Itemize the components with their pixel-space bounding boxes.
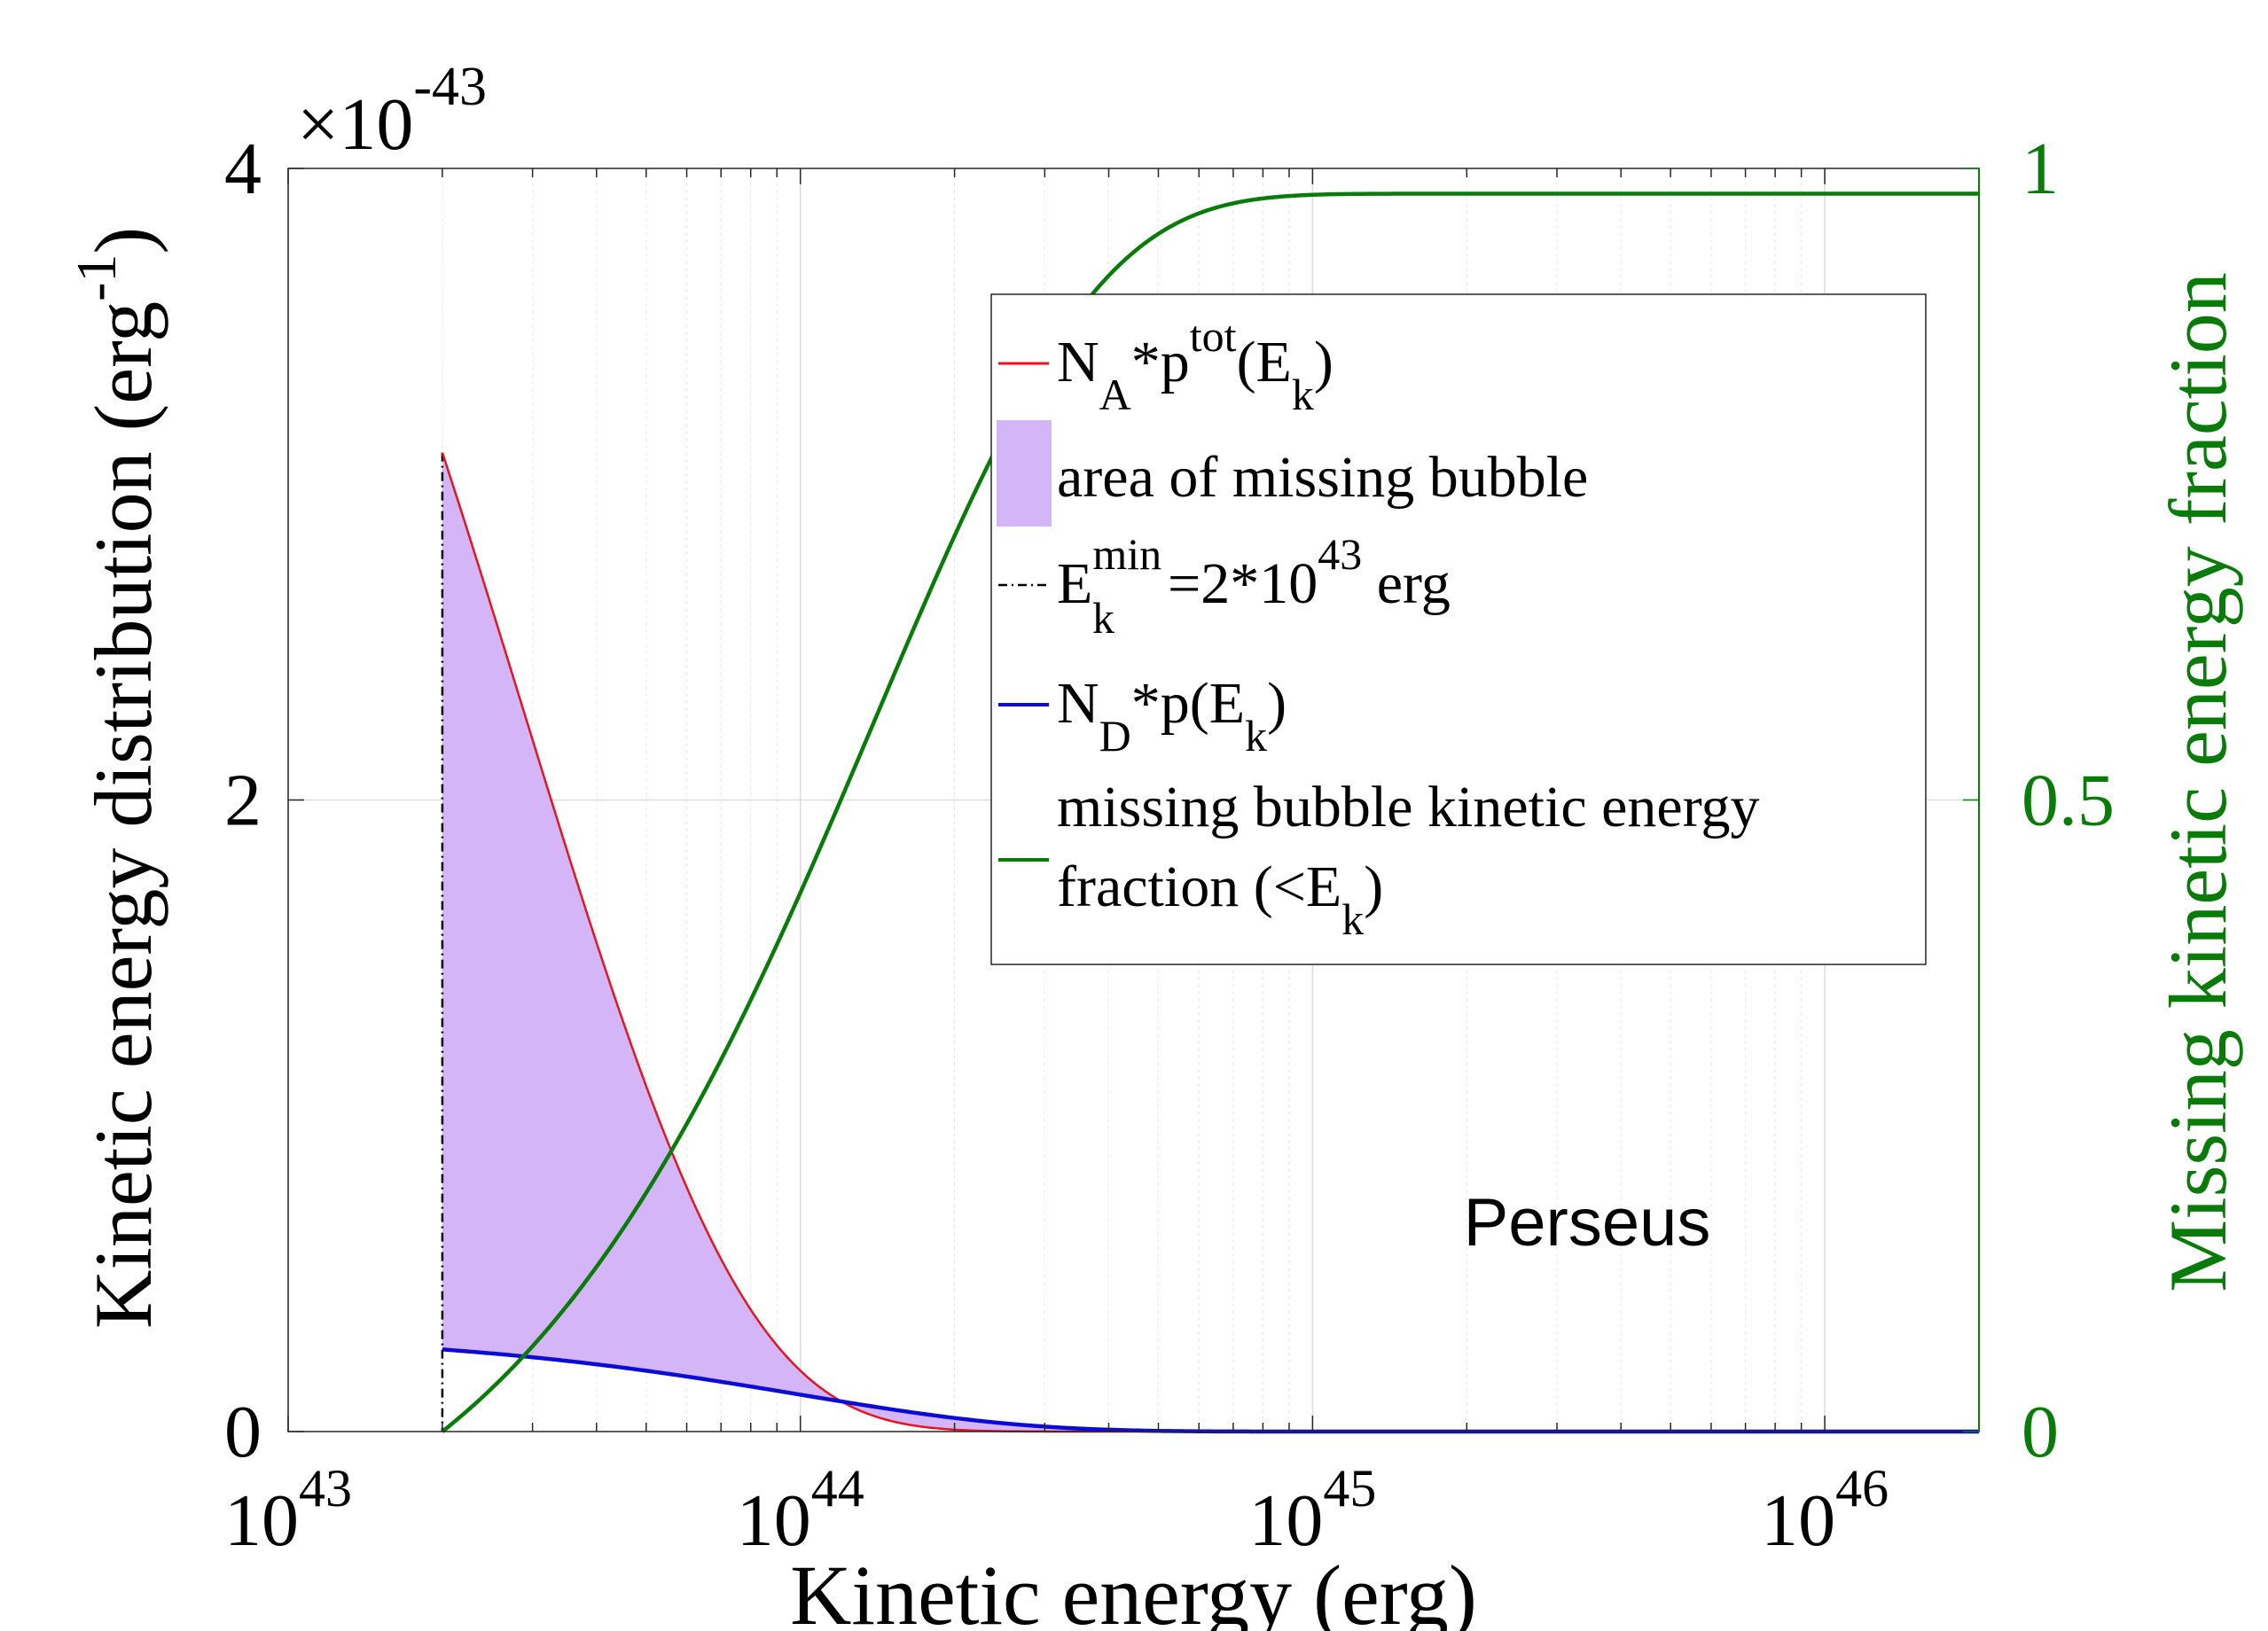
annotation-perseus: Perseus	[1464, 1185, 1711, 1260]
y-right-tick-label: 1	[2022, 128, 2059, 210]
legend-label-area: area of missing bubble	[1057, 445, 1588, 510]
x-tick-label: 1044	[737, 1459, 864, 1562]
area-of-missing-bubble	[442, 452, 1979, 1432]
series-line-missing-fraction	[441, 191, 1979, 1433]
missing-bubble-area-fill	[442, 452, 1979, 1432]
y-left-tick-label: 2	[224, 760, 262, 842]
x-axis-label: Kinetic energy (erg)	[790, 1548, 1477, 1631]
legend-label-fraction-line2: fraction (<Ek)	[1057, 855, 1383, 944]
legend-label-fraction-line1: missing bubble kinetic energy	[1057, 775, 1759, 839]
legend-label-emin: Emin k=2*1043 erg	[1057, 529, 1451, 643]
y-left-tick-label: 4	[224, 128, 262, 210]
legend-label-nd-p: ND*p(Ek)	[1057, 671, 1287, 761]
y-right-axis-label: Missing kinetic energy fraction	[2153, 272, 2243, 1292]
x-tick-label: 1045	[1248, 1459, 1376, 1562]
y-left-axis-label: Kinetic energy distribution (erg-1)	[65, 227, 168, 1329]
y-right-tick-label: 0	[2022, 1391, 2059, 1473]
legend-label-na-ptot: NA*ptot(Ek)	[1057, 311, 1333, 419]
y-right-tick-label: 0.5	[2022, 760, 2115, 842]
axes: 1043 1044 1045 1046 Kinetic energy (erg) 0 2 4 ×…	[65, 57, 2243, 1631]
legend-box	[990, 293, 1927, 965]
legend: NA*ptot(Ek) area of missing bubble Emin k=2…	[990, 293, 1927, 965]
x-tick-label: 1043	[224, 1459, 352, 1562]
y-left-multiplier: ×10-43	[297, 57, 487, 166]
y-left-tick-label: 0	[224, 1391, 262, 1473]
legend-swatch-area	[997, 420, 1052, 527]
x-tick-label: 1046	[1761, 1459, 1889, 1562]
